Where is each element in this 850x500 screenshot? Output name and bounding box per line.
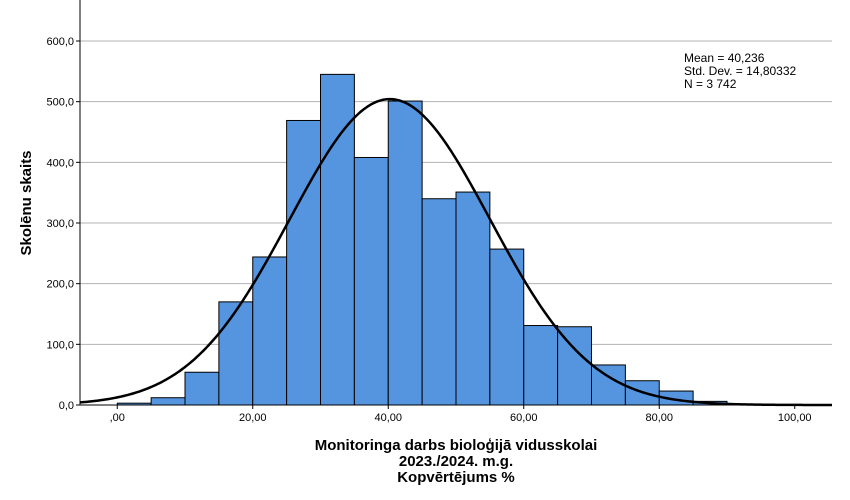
y-tick-label-0: 0,0 [59, 400, 74, 412]
x-tick-label-80: 80,00 [645, 412, 673, 424]
x-tick-label-100: 100,00 [778, 412, 812, 424]
histogram-bar-70-75 [590, 364, 626, 406]
x-axis-title-line-3: Kopvērtējums % [397, 469, 515, 486]
y-tick-labels: 0,0 100,0 200,0 300,0 400,0 500,0 600,0 [46, 36, 80, 412]
histogram-bar-40-45 [387, 100, 423, 406]
stats-box: Mean = 40,236 Std. Dev. = 14,80332 N = 3… [684, 52, 796, 91]
axes [79, 0, 832, 406]
x-axis-title-line-1: Monitoringa darbs bioloģijā vidusskolai [314, 437, 598, 454]
stats-mean: Mean = 40,236 [684, 51, 765, 65]
histogram-bar-10-15 [184, 371, 220, 406]
y-tick-label-500: 500,0 [46, 97, 74, 109]
histogram-bar-35-40 [353, 156, 389, 406]
stats-n: N = 3 742 [684, 77, 737, 91]
y-tick-label-100: 100,0 [46, 339, 74, 351]
histogram-bar-60-65 [523, 325, 559, 406]
histogram-bar-5-10 [150, 397, 186, 406]
histogram-bar-20-25 [252, 256, 288, 406]
y-tick-label-600: 600,0 [46, 36, 74, 48]
histogram-bar-45-50 [421, 198, 457, 406]
y-tick-label-300: 300,0 [46, 218, 74, 230]
normal-curve-layer [79, 97, 832, 407]
y-axis-label: Skolēnu skaits [18, 150, 35, 255]
y-tick-label-200: 200,0 [46, 279, 74, 291]
y-tick-label-400: 400,0 [46, 157, 74, 169]
histogram-bar-50-55 [455, 191, 491, 406]
histogram-bar-15-20 [218, 301, 254, 406]
histogram-bars [116, 73, 728, 406]
histogram-bar-65-70 [557, 326, 592, 406]
normal-distribution-curve [79, 97, 832, 407]
x-tick-label-0: ,00 [110, 412, 125, 424]
x-tick-label-60: 60,00 [510, 412, 538, 424]
x-tick-label-20: 20,00 [239, 412, 267, 424]
x-tick-label-40: 40,00 [374, 412, 402, 424]
histogram-bar-30-35 [320, 73, 355, 406]
x-tick-labels: ,00 20,00 40,00 60,00 80,00 100,00 [110, 405, 812, 424]
stats-std-dev: Std. Dev. = 14,80332 [684, 64, 797, 78]
histogram-bar-25-30 [286, 119, 322, 406]
x-axis-title-line-2: 2023./2024. m.g. [398, 453, 514, 470]
